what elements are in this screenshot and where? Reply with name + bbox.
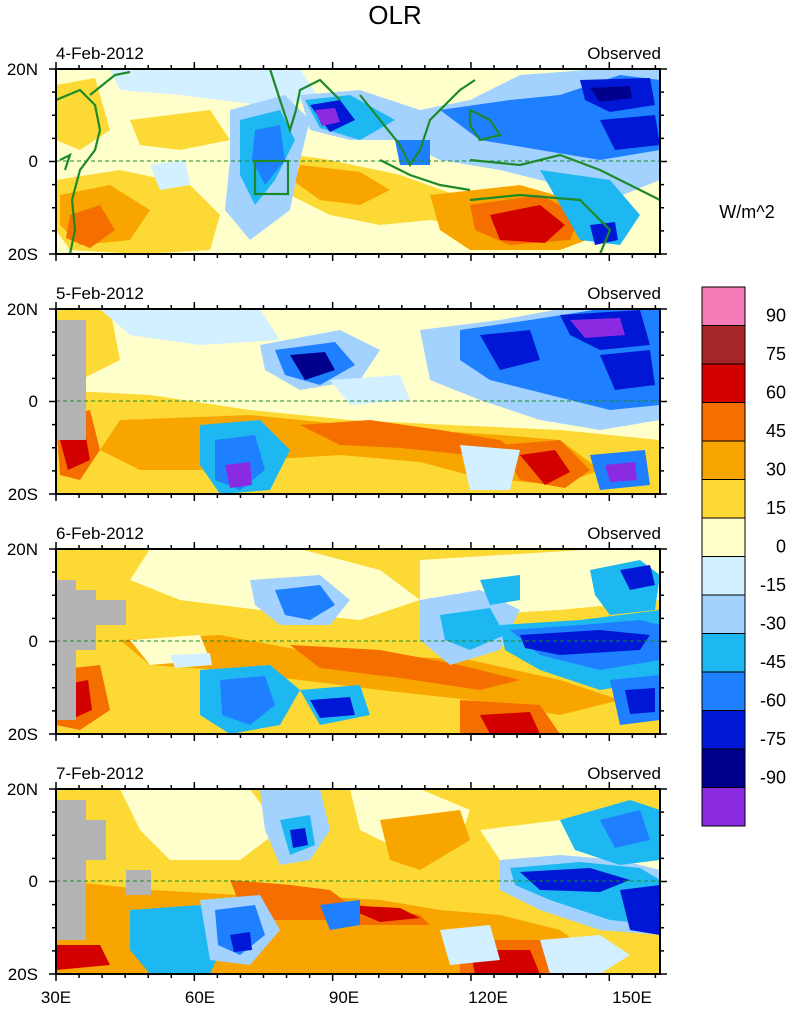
colorbar-swatch [701,402,746,442]
lon-label: 30E [41,988,71,1007]
colorbar-swatch [701,671,746,711]
colorbar-swatch [701,325,746,365]
lat-label: 0 [29,152,38,171]
colorbar-label: 45 [766,421,786,441]
lat-label: 20S [8,725,38,744]
panel-date: 4-Feb-2012 [56,44,144,63]
colorbar-label: 60 [766,383,786,403]
lat-label: 20S [8,485,38,504]
colorbar-swatch [701,710,746,750]
colorbar-label: -90 [760,768,786,788]
map-panel: 4-Feb-2012 Observed [56,44,661,254]
colorbar-swatch [701,286,746,326]
lat-labels: 20N 0 20S 20N 0 20S 20N 0 20S 20N 0 20S [7,60,38,984]
lon-label: 120E [468,988,508,1007]
panel-date: 6-Feb-2012 [56,524,144,543]
colorbar-label: -15 [760,575,786,595]
lon-label: 90E [329,988,359,1007]
colorbar-swatch [701,517,746,557]
colorbar-label: -30 [760,614,786,634]
lat-label: 20S [8,245,38,264]
lon-labels: 30E 60E 90E 120E 150E [41,988,652,1007]
colorbar-swatch [701,440,746,480]
units-label: W/m^2 [719,202,774,222]
lon-label: 150E [612,988,652,1007]
figure-title: OLR [368,0,421,30]
panel-tag: Observed [587,524,661,543]
map-panel: 6-Feb-2012 Observed [56,524,661,734]
colorbar: 90 75 60 45 30 15 0 -15 -30 -45 -60 -75 -90 [701,286,786,827]
lat-label: 0 [29,392,38,411]
panel-date: 7-Feb-2012 [56,764,144,783]
lat-label: 20S [8,965,38,984]
colorbar-swatch [701,363,746,403]
colorbar-label: 30 [766,460,786,480]
colorbar-swatch [701,479,746,519]
lon-label: 60E [185,988,215,1007]
lat-label: 20N [7,540,38,559]
olr-field [56,69,660,254]
colorbar-swatch [701,633,746,673]
colorbar-label: -45 [760,652,786,672]
panel-date: 5-Feb-2012 [56,284,144,303]
lat-label: 20N [7,780,38,799]
colorbar-swatch [701,556,746,596]
lat-label: 20N [7,300,38,319]
coastlines [56,69,660,254]
equator-lines [56,160,660,882]
panel-tag: Observed [587,764,661,783]
map-panel: 5-Feb-2012 Observed [56,284,661,494]
colorbar-label: 15 [766,498,786,518]
colorbar-label: 0 [776,537,786,557]
colorbar-label: 75 [766,344,786,364]
axis-ticks [49,62,667,981]
colorbar-label: 90 [766,306,786,326]
colorbar-label: -75 [760,729,786,749]
lat-label: 0 [29,632,38,651]
colorbar-swatch [701,748,746,788]
lat-label: 20N [7,60,38,79]
panel-tag: Observed [587,284,661,303]
panel-tag: Observed [587,44,661,63]
colorbar-label: -60 [760,691,786,711]
colorbar-swatch [701,594,746,634]
lat-label: 0 [29,872,38,891]
colorbar-swatch [701,787,746,827]
map-panel: 7-Feb-2012 Observed [56,764,661,974]
